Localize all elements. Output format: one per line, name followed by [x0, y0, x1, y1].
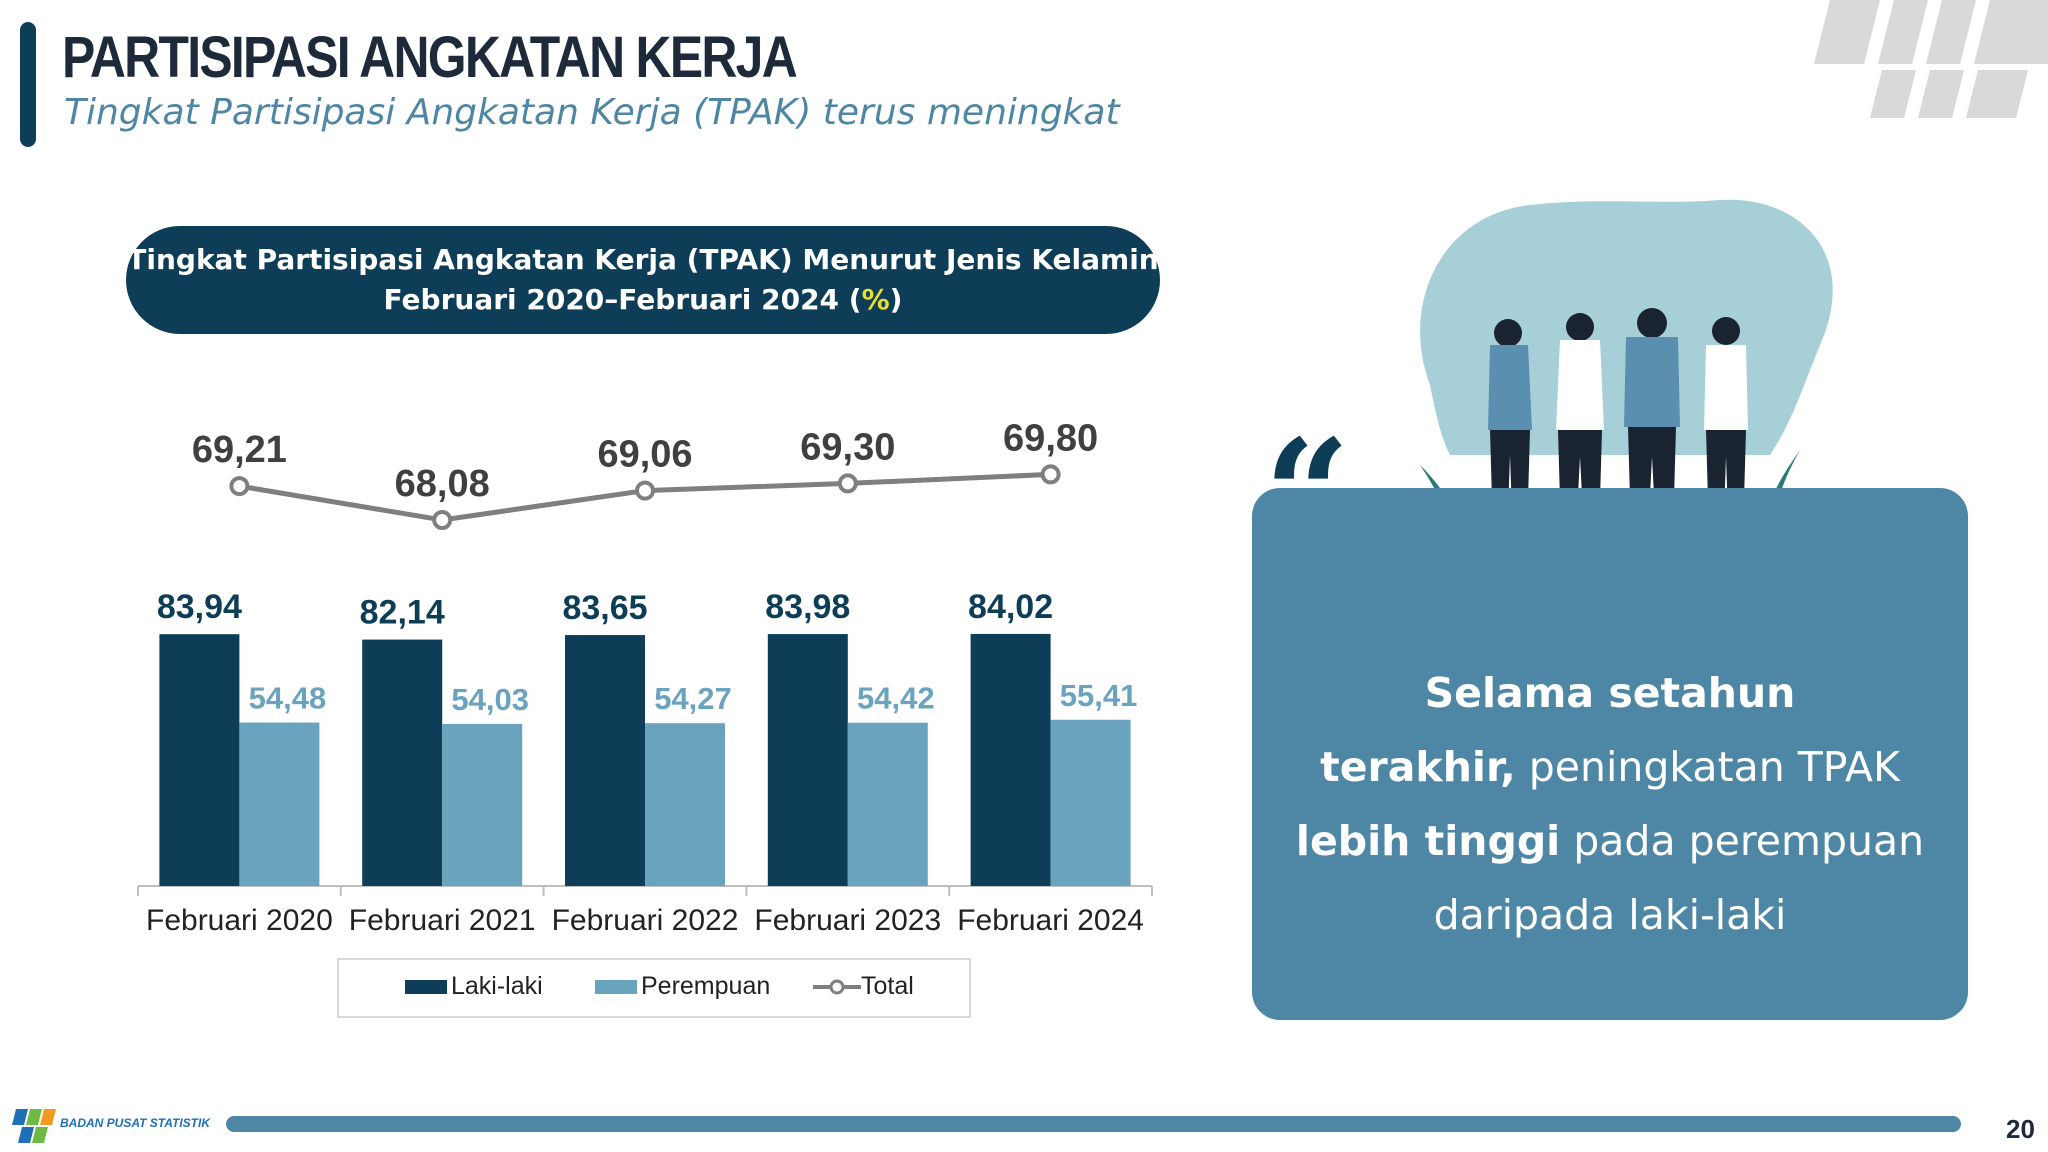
bar-label-laki-laki: 83,65	[562, 589, 647, 627]
total-label: 69,06	[597, 434, 692, 476]
legend-swatch-laki-laki	[405, 979, 447, 994]
legend-label-perempuan: Perempuan	[641, 972, 771, 1000]
bar-label-perempuan: 54,42	[857, 681, 935, 716]
x-tick-label: Februari 2024	[957, 904, 1144, 937]
bar-laki-laki	[565, 635, 645, 886]
chart-legend: Laki-laki Perempuan Total	[337, 958, 971, 1018]
legend-item-perempuan: Perempuan	[595, 972, 770, 1001]
quote-mark-icon: “	[1264, 407, 1351, 583]
total-label: 69,21	[192, 429, 287, 471]
legend-label-laki-laki: Laki-laki	[451, 972, 543, 1000]
bar-laki-laki	[767, 634, 848, 886]
bar-label-laki-laki: 83,94	[157, 588, 242, 626]
total-point	[432, 510, 453, 530]
title-accent-bar	[20, 22, 36, 147]
legend-item-laki-laki: Laki-laki	[405, 972, 543, 1001]
footer-org-name: BADAN PUSAT STATISTIK	[60, 1116, 210, 1130]
bar-label-perempuan: 54,03	[451, 682, 529, 717]
chart-title-line-2: Februari 2020–Februari 2024 (%)	[383, 283, 903, 316]
bar-label-laki-laki: 82,14	[360, 594, 445, 632]
total-label: 69,80	[1003, 417, 1098, 459]
page-subtitle: Tingkat Partisipasi Angkatan Kerja (TPAK…	[64, 92, 1120, 133]
quote-line-1: Selama setahun	[1424, 669, 1796, 717]
tpak-chart: 83,94 54,48 Februari 2020 82,14 54,03 Februar…	[137, 417, 1153, 937]
quote-line-4: daripada laki-laki	[1433, 891, 1787, 939]
bar-perempuan	[1050, 719, 1131, 886]
bar-label-laki-laki: 83,98	[765, 588, 850, 626]
x-tick-label: Februari 2023	[754, 904, 941, 937]
legend-line-marker-icon	[813, 979, 861, 994]
total-point	[635, 480, 655, 501]
bar-label-laki-laki: 84,02	[968, 588, 1053, 626]
bar-laki-laki	[362, 639, 443, 886]
bps-logo-bars-icon	[1814, 0, 2048, 118]
x-tick-label: Februari 2020	[146, 904, 333, 937]
quote-card	[1252, 488, 1968, 1020]
quote-line-2: terakhir, peningkatan TPAK	[1320, 743, 1900, 791]
bar-perempuan	[847, 722, 928, 886]
total-point	[229, 476, 250, 497]
total-label: 68,08	[395, 463, 490, 505]
legend-label-total: Total	[861, 972, 914, 1000]
page-number: 20	[2006, 1114, 2035, 1144]
total-point	[1040, 464, 1061, 485]
total-point	[837, 473, 858, 494]
x-tick-label: Februari 2022	[552, 904, 739, 937]
bar-perempuan	[645, 723, 725, 886]
bar-laki-laki	[159, 634, 240, 886]
bar-label-perempuan: 54,27	[654, 681, 732, 716]
quote-line-3: lebih tinggi pada perempuan	[1295, 817, 1925, 865]
bar-perempuan	[442, 723, 523, 886]
bar-label-perempuan: 54,48	[249, 681, 327, 716]
page-title: PARTISIPASI ANGKATAN KERJA	[62, 25, 798, 90]
quote-text: Selama setahun terakhir, peningkatan TPA…	[1262, 656, 1958, 952]
legend-swatch-perempuan	[595, 979, 637, 994]
bar-perempuan	[239, 722, 320, 886]
bar-label-perempuan: 55,41	[1060, 678, 1138, 713]
footer-bar	[226, 1116, 1961, 1132]
bps-footer-logo-icon	[12, 1109, 56, 1143]
chart-title-banner: Tingkat Partisipasi Angkatan Kerja (TPAK…	[126, 226, 1160, 334]
x-tick-label: Februari 2021	[349, 904, 536, 937]
unit-percent: %	[861, 283, 890, 316]
total-label: 69,30	[800, 426, 895, 468]
bar-laki-laki	[970, 633, 1051, 886]
legend-item-total: Total	[813, 972, 914, 1001]
chart-title-line-1: Tingkat Partisipasi Angkatan Kerja (TPAK…	[127, 243, 1159, 276]
